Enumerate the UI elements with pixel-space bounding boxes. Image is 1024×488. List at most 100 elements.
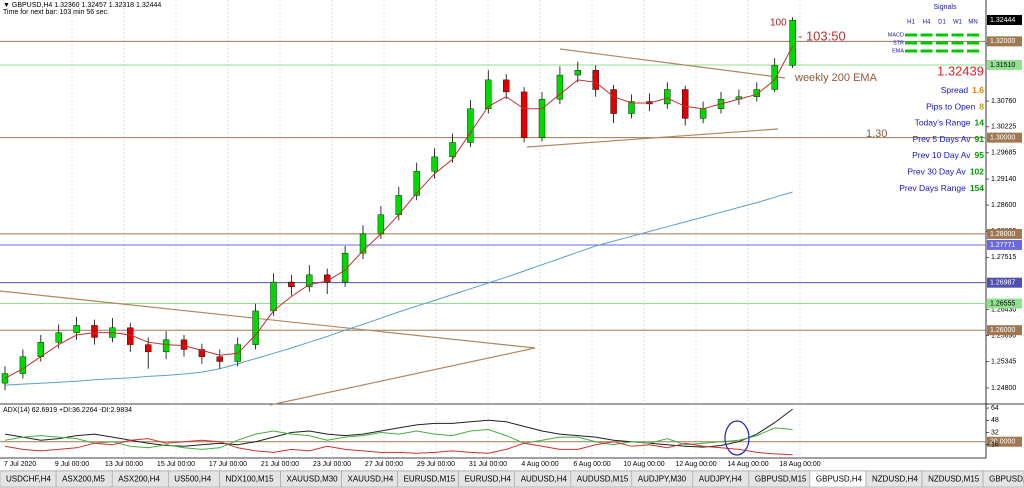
x-tick-label: 17 Jul 00:00: [209, 461, 247, 468]
tab-label[interactable]: GBPUSD,H4: [989, 475, 1024, 484]
level-box: [987, 277, 1022, 288]
y-tick-label: 1.26430: [991, 306, 1016, 313]
tab-label[interactable]: AUDUSD,H4: [521, 475, 568, 484]
info-row: Prev Days Range 154: [899, 183, 984, 193]
trend-line: [526, 128, 779, 148]
annotation: 1.30: [866, 128, 887, 140]
y-tick-label: 32: [991, 429, 999, 436]
signal-cell: [967, 33, 979, 37]
candle-body: [574, 70, 581, 76]
tab-label[interactable]: NDX100,M15: [226, 475, 275, 484]
level-box: [987, 14, 1022, 25]
timeframe-label: D1: [938, 20, 946, 26]
candle-body: [270, 281, 277, 312]
candle-body: [771, 65, 778, 90]
tab-label[interactable]: AUDUSD,M15: [577, 475, 629, 484]
x-tick-label: 12 Aug 00:00: [675, 461, 716, 468]
annotation: weekly 200 EMA: [794, 72, 878, 84]
info-value: 102: [970, 167, 984, 177]
y-tick-label: 1.25345: [991, 359, 1016, 366]
tab-label[interactable]: GBPUSD,M15: [755, 475, 807, 484]
candle-body: [288, 281, 295, 288]
tab-label[interactable]: US500,H4: [174, 475, 211, 484]
axes: 1.319501.307601.302251.296851.291401.286…: [4, 14, 1022, 468]
info-row: Prev 10 Day Av 95: [912, 150, 984, 160]
info-row: Today's Range 14: [915, 118, 985, 128]
ema-slow: [4, 191, 793, 386]
signal-row-label: EMA: [892, 48, 904, 54]
info-value: 8: [979, 102, 984, 112]
tab-label[interactable]: EURUSD,H4: [465, 475, 512, 484]
info-value: 154: [970, 183, 984, 193]
signal-cell: [920, 33, 933, 37]
y-tick-label: 48: [991, 417, 999, 424]
tabs: USDCHF,H4 ASX200,M5 ASX200,H4 US500,H4 NDX10…: [0, 470, 1024, 488]
tab-label[interactable]: ASX200,M5: [62, 475, 105, 484]
candle-body: [664, 89, 671, 105]
signals-panel: Signals H1 H4 D1 W1 MN MACD STR EMA: [888, 4, 979, 54]
candle-body: [610, 89, 617, 114]
candle-body: [91, 325, 98, 338]
info-label: Prev Days Range: [899, 183, 966, 193]
info-row: Spread 1.6: [941, 85, 985, 95]
adx-line: [4, 408, 793, 448]
candle-body: [556, 74, 564, 100]
price-series: [1, 17, 796, 391]
tab-label[interactable]: XAUUSD,H4: [348, 475, 394, 484]
candle-body: [699, 108, 707, 119]
tab-label[interactable]: NZDUSD,H4: [872, 475, 918, 484]
trend-line: [559, 48, 786, 79]
tab-label[interactable]: AUDJPY,H4: [699, 475, 743, 484]
candle-body: [592, 70, 599, 90]
y-tick-label: 1.29685: [991, 150, 1016, 157]
info-value: 14: [975, 118, 985, 128]
x-tick-label: 4 Aug 00:00: [521, 461, 558, 468]
info-label: Spread: [941, 85, 969, 95]
candle-body: [431, 156, 438, 172]
tab-label[interactable]: NZDUSD,M15: [928, 475, 980, 484]
candle-body: [485, 79, 492, 109]
candle-body: [413, 171, 420, 196]
level-box: [987, 228, 1022, 239]
level-label: 1.26000: [990, 327, 1015, 334]
info-value: 95: [975, 150, 985, 160]
level-label: 1.30000: [990, 134, 1015, 141]
tab-label[interactable]: AUDJPY,M30: [638, 475, 687, 484]
x-tick-label: 21 Jul 00:00: [261, 461, 299, 468]
trend-line: [269, 347, 536, 406]
timeframe-label: H4: [923, 20, 931, 26]
signal-cell: [936, 41, 948, 45]
candle-body: [341, 252, 349, 283]
y-tick-label: 1.29140: [991, 176, 1016, 183]
level-label: 1.31510: [990, 62, 1015, 69]
x-tick-label: 27 Jul 00:00: [365, 461, 403, 468]
info-row: Pips to Open 8: [926, 102, 984, 112]
y-tick-label: 64: [991, 405, 999, 412]
info-label: Prev 30 Day Av: [907, 167, 966, 177]
signal-cell: [936, 33, 948, 37]
timeframe-label: H1: [907, 20, 915, 26]
x-tick-label: 18 Aug 00:00: [779, 461, 820, 468]
tab-label[interactable]: EURUSD,M15: [404, 475, 456, 484]
signal-cell: [905, 33, 917, 37]
signal-cell: [905, 49, 917, 53]
price-readout: 1.32439: [937, 63, 984, 78]
candle-body: [324, 274, 331, 283]
y-tick-label: 1.24800: [991, 385, 1016, 392]
tab-label[interactable]: ASX200,H4: [118, 475, 160, 484]
tab-label[interactable]: USDCHF,H4: [6, 475, 51, 484]
signal-cell: [920, 41, 933, 45]
level-box: [987, 239, 1022, 250]
info-label: Today's Range: [915, 118, 971, 128]
level-box: [987, 132, 1022, 143]
tab-label[interactable]: XAUUSD,M30: [287, 475, 339, 484]
quote-line: ▼ GBPUSD,H4 1.32360 1.32457 1.32318 1.32…: [3, 2, 161, 9]
y-tick-label: 1.30225: [991, 124, 1016, 131]
info-label: Pips to Open: [926, 102, 975, 112]
info-row: Prev 30 Day Av 102: [907, 167, 984, 177]
x-tick-label: 6 Aug 00:00: [573, 461, 610, 468]
tab-label[interactable]: GBPUSD,H4: [816, 475, 863, 484]
level-box: [987, 59, 1022, 70]
candle-body: [682, 89, 689, 119]
signal-cell: [951, 33, 964, 37]
